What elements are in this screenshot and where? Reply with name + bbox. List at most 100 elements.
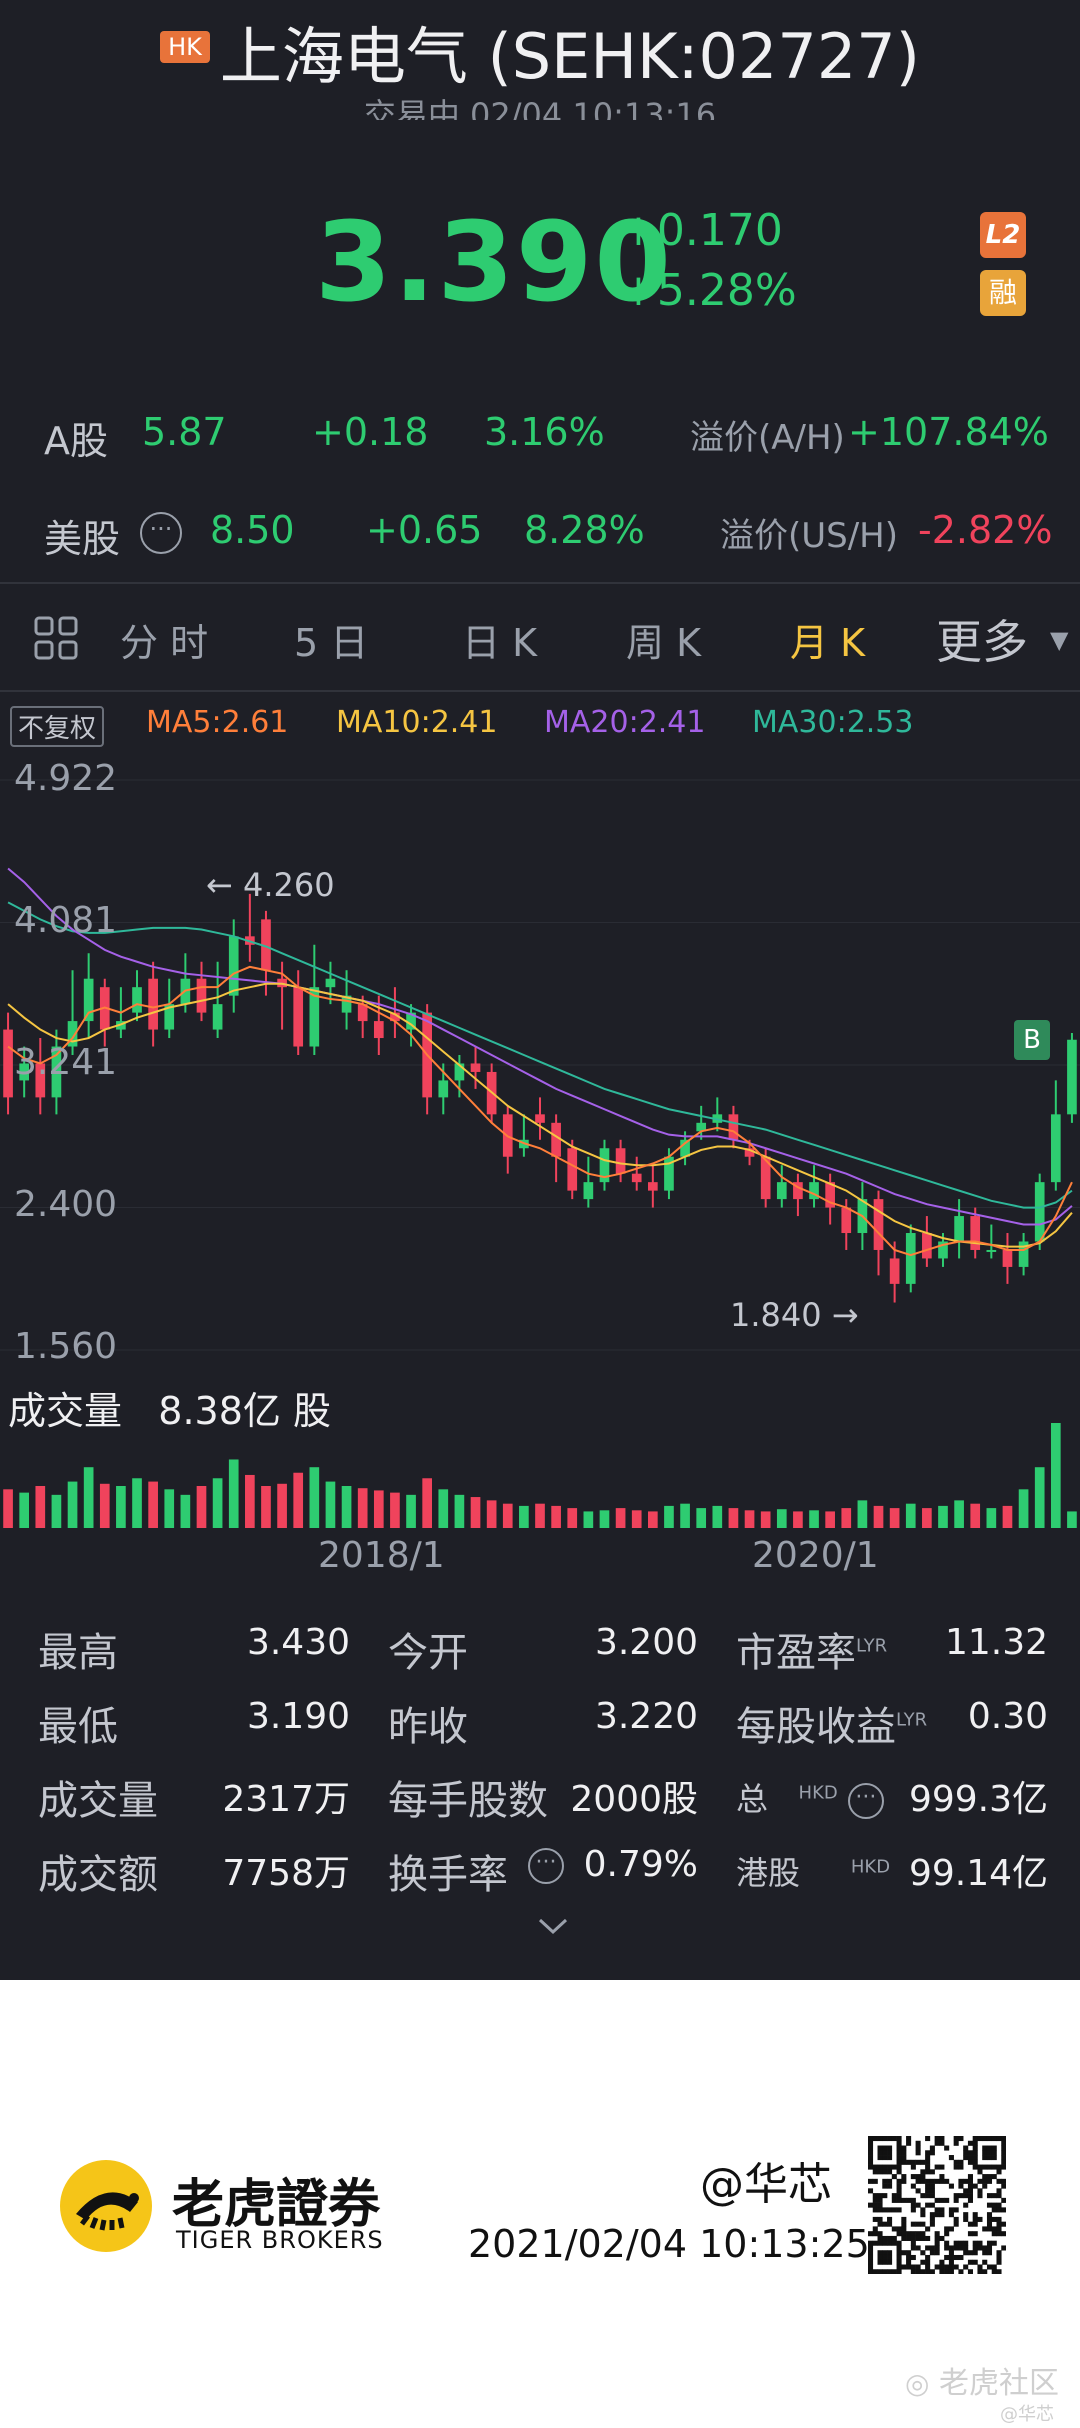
stat-prev-close-label: 昨收 [388,1704,468,1750]
qr-module [882,2136,888,2142]
buy-marker[interactable]: B [1014,1020,1050,1060]
qr-code[interactable] [868,2136,1006,2274]
qr-module [986,2178,993,2184]
candle [1034,1182,1045,1242]
qr-module [972,2259,978,2265]
qr-module [996,2169,1002,2175]
volume-bar [776,1509,787,1528]
candle [373,1021,384,1039]
qr-module [872,2169,878,2175]
candle [535,1114,545,1123]
qr-module [967,2231,973,2237]
qr-module [925,2264,931,2270]
tab-daily-k[interactable]: 日 K [462,621,537,665]
qr-module [934,2250,940,2256]
qr-module [915,2231,921,2237]
info-icon[interactable]: ··· [847,1783,884,1819]
l2-badge[interactable]: L2 [980,212,1026,258]
tab-monthly-k[interactable]: 月 K [790,621,865,665]
stat-eps: 0.30 [967,1696,1048,1737]
qr-module [891,2174,897,2180]
low-marker: 1.840 → [730,1296,859,1334]
qr-module [877,2207,883,2213]
qr-module [925,2226,931,2232]
volume-bar [132,1478,142,1528]
qr-module [982,2245,988,2251]
tab-more[interactable]: 更多 [936,615,1028,669]
candle [728,1114,739,1140]
stat-turnover-rate-label: 换手率 [388,1852,508,1898]
caret-down-icon[interactable]: ▼ [1050,626,1069,654]
qr-module [939,2269,945,2274]
tab-intraday[interactable]: 分 时 [120,621,209,665]
stat-total-cap-label: 总 HKD ··· [736,1774,884,1820]
qr-module [986,2193,993,2199]
qr-module [896,2164,902,2170]
qr-module [910,2245,916,2251]
info-icon[interactable]: ··· [528,1848,564,1884]
qr-module [887,2155,893,2161]
qr-module [872,2207,878,2213]
volume-bar [825,1511,835,1528]
adjust-toggle[interactable]: 不复权 [10,706,105,747]
grid-icon[interactable] [32,614,80,662]
candle [357,1004,368,1022]
qr-module [887,2136,893,2142]
candle [212,1004,223,1030]
qr-module [939,2235,945,2241]
more-info-icon[interactable]: ··· [140,512,182,554]
qr-module [944,2197,950,2203]
qr-module [944,2240,950,2246]
volume-bar [793,1511,803,1528]
price-change: +0.170 [620,205,783,256]
qr-module [891,2207,897,2213]
qr-module [972,2250,978,2256]
qr-module [915,2178,921,2184]
qr-module [887,2169,893,2175]
qr-module [953,2136,959,2142]
volume-bar [148,1481,158,1528]
tab-5day[interactable]: 5 日 [294,621,369,665]
a-share-price: 5.87 [142,410,227,454]
qr-module [996,2221,1002,2227]
candle [664,1156,674,1191]
margin-badge[interactable]: 融 [980,270,1026,316]
qr-module [948,2183,954,2189]
qr-module [915,2269,921,2274]
qr-module [868,2164,874,2170]
qr-module [996,2136,1002,2142]
qr-module [920,2159,926,2165]
qr-module [929,2169,935,2175]
candle [470,1063,481,1072]
volume-chart[interactable] [0,1420,1080,1530]
candle [83,978,94,1022]
qr-module [882,2221,888,2227]
volume-bar [470,1497,481,1528]
us-share-change-pct: 8.28% [524,508,645,552]
volume-header: 成交量 8.38亿 股 [8,1380,331,1435]
qr-module [920,2174,926,2180]
qr-module [877,2221,883,2227]
last-price: 3.390 [315,198,673,326]
ma10-line [7,982,1073,1248]
volume-bar [406,1494,416,1528]
qr-module [929,2221,935,2227]
qr-module [982,2145,988,2151]
tab-weekly-k[interactable]: 周 K [626,621,701,665]
qr-module [901,2174,907,2180]
qr-module [882,2250,888,2256]
candlestick-chart[interactable] [0,750,1080,1390]
qr-module [982,2174,988,2180]
qr-module [986,2174,993,2180]
qr-module [982,2136,988,2142]
qr-module [1001,2207,1006,2213]
expand-chevron-icon[interactable] [536,1912,570,1942]
ma30-line [7,901,1073,1209]
qr-module [996,2231,1002,2237]
qr-module [906,2140,912,2146]
candle [19,1063,30,1081]
qr-module [925,2164,931,2170]
qr-module [967,2159,973,2165]
candle [67,1021,78,1047]
qr-module [872,2136,878,2142]
